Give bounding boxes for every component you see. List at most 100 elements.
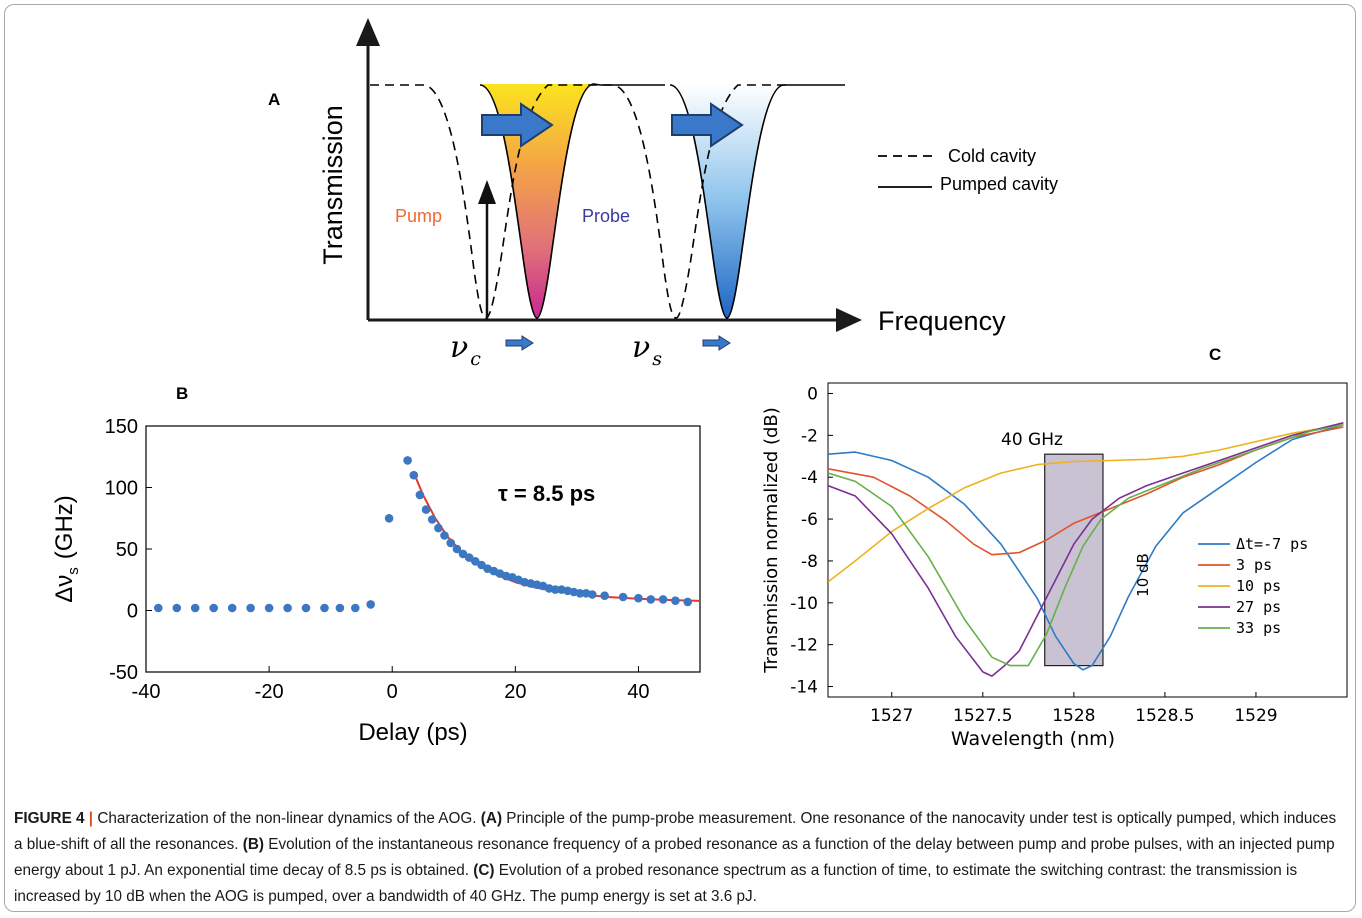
delay-data-point: [600, 591, 609, 600]
shift-arrow-probe-icon: [671, 102, 744, 148]
panel-c-plot-area: [828, 422, 1344, 677]
spectrum-line: [828, 424, 1344, 667]
panel-c-axes-box: [827, 382, 1348, 698]
b-x-tick-label: 0: [387, 681, 398, 703]
panel-c-x-axis-label: Wavelength (nm): [951, 728, 1115, 750]
caption-separator: |: [88, 810, 94, 827]
c-x-tick-label: 1528: [1052, 706, 1095, 726]
panel-c-label: C: [1209, 345, 1221, 364]
delay-data-point: [575, 589, 585, 598]
figure-frame: [4, 4, 1356, 912]
c-y-tick-label: -2: [801, 426, 818, 446]
panel-b-axes-box: [145, 425, 701, 673]
delay-data-point: [646, 595, 656, 604]
caption-c-label: (C): [473, 862, 495, 879]
delay-data-point: [458, 549, 468, 559]
c-y-tick-label: -14: [790, 678, 818, 698]
delay-data-point: [471, 557, 480, 566]
panel-c: C 0 -2 -4 -6 -8 -10 -12 -14 1527 1527.5 1528 1528.…: [761, 345, 1348, 750]
b-x-tick-label: 20: [504, 681, 526, 703]
nu-c-shift-arrow-icon: [505, 335, 534, 351]
delay-data-point: [351, 603, 360, 613]
delay-data-point: [154, 603, 163, 613]
panel-b-plot-area: [154, 456, 700, 613]
delay-data-point: [172, 603, 182, 613]
c-x-tick-label: 1528.5: [1135, 706, 1194, 726]
delay-data-point: [227, 603, 237, 613]
panel-b-x-ticks: -40 -20 0 20 40: [132, 666, 650, 703]
b-y-tick-label: 50: [116, 539, 138, 561]
delay-data-point: [427, 515, 437, 524]
bandwidth-rect: [1044, 453, 1104, 667]
pump-label: Pump: [395, 206, 442, 226]
delay-data-point: [209, 603, 218, 613]
c-y-tick-label: -12: [790, 636, 818, 656]
pump-arrow-head: [478, 180, 496, 204]
legend-pumped-label: Pumped cavity: [940, 174, 1058, 194]
delay-data-point: [658, 595, 668, 604]
c-x-tick-label: 1529: [1234, 706, 1277, 726]
shift-arrow-pump-icon: [481, 102, 554, 148]
delay-data-point: [618, 592, 628, 602]
delay-data-point: [409, 470, 419, 480]
legend-entry-label: 10 ps: [1236, 577, 1281, 595]
delay-data-point: [283, 603, 292, 613]
c-y-tick-label: -6: [801, 510, 818, 530]
legend-entry-label: 3 ps: [1236, 556, 1272, 574]
panel-b-x-axis-label: Delay (ps): [358, 719, 467, 746]
caption-a-text: Principle of the pump-probe measurement.…: [14, 810, 1337, 853]
caption-figure-number: FIGURE 4: [14, 810, 85, 827]
delay-data-point: [551, 585, 560, 594]
c-y-tick-label: -10: [790, 594, 818, 614]
frequency-axis-label: Frequency: [878, 306, 1006, 336]
legend-entry-label: 33 ps: [1236, 619, 1281, 637]
figure-caption: FIGURE 4 | Characterization of the non-l…: [14, 806, 1346, 910]
delay-data-point: [634, 593, 643, 603]
c-x-tick-label: 1527: [870, 706, 913, 726]
c-y-tick-label: -4: [801, 468, 818, 488]
b-y-tick-label: 100: [105, 478, 138, 500]
delay-data-point: [320, 603, 329, 613]
delay-data-point: [335, 603, 345, 613]
delay-data-point: [421, 505, 431, 514]
delay-data-point: [446, 538, 456, 548]
panel-b-label: B: [176, 384, 188, 403]
c-y-tick-label: -8: [801, 552, 818, 572]
caption-b-text: Evolution of the instantaneous resonance…: [14, 836, 1335, 879]
delay-data-point: [264, 603, 274, 613]
caption-c-text: Evolution of a probed resonance spectrum…: [14, 862, 1298, 905]
pump-resonance-fill: [480, 84, 594, 318]
b-x-tick-label: 40: [627, 681, 649, 703]
delay-data-point: [403, 456, 412, 465]
panel-c-y-axis-label: Transmission normalized (dB): [761, 407, 782, 674]
pumped-cavity-curve: [479, 83, 845, 319]
delay-data-point: [190, 603, 200, 613]
b-x-tick-label: -20: [255, 681, 284, 703]
cold-cavity-curve: [370, 84, 790, 319]
panel-c-x-ticks: 1527 1527.5 1528 1528.5 1529: [870, 692, 1278, 726]
delay-data-point: [246, 603, 255, 613]
legend-entry-label: Δt=-7 ps: [1236, 535, 1308, 553]
delay-data-point: [434, 523, 443, 533]
caption-b-label: (B): [242, 836, 264, 853]
probe-resonance-fill: [670, 84, 784, 318]
b-y-tick-label: -50: [109, 662, 138, 684]
panel-c-legend: Δt=-7 ps 3 ps 10 ps 27 ps 33 ps: [1198, 535, 1308, 637]
b-x-tick-label: -40: [132, 681, 161, 703]
bandwidth-band: [1044, 453, 1104, 667]
delay-data-point: [683, 597, 692, 607]
b-y-tick-label: 150: [105, 416, 138, 438]
contrast-label: 10 dB: [1134, 553, 1152, 597]
delay-data-point: [588, 590, 597, 599]
panel-b-y-axis-label: Δνs(GHz): [51, 495, 82, 603]
caption-a-label: (A): [480, 810, 503, 827]
panel-a-label: A: [268, 90, 280, 109]
band-label: 40 GHz: [1001, 430, 1063, 450]
legend-entry-label: 27 ps: [1236, 598, 1281, 616]
tau-annotation: τ = 8.5 ps: [498, 481, 595, 506]
delay-data-point: [384, 514, 394, 523]
